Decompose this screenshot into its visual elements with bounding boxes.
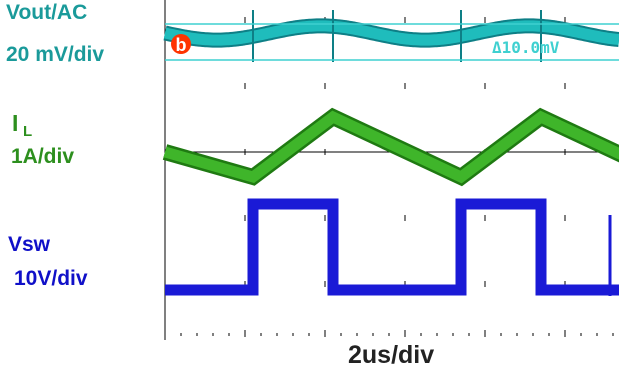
inductor-current-subscript: L (23, 123, 33, 140)
inductor-current-trace (163, 110, 619, 184)
vout-trace (161, 20, 619, 46)
switch-voltage-trace (165, 198, 619, 296)
cursor-delta-readout: Δ10.0mV (492, 38, 560, 57)
switch-voltage-scale-label: 10V/div (14, 267, 88, 290)
channel-marker (171, 34, 191, 54)
vout-channel-label: Vout/AC (6, 1, 88, 24)
time-scale-label: 2us/div (348, 341, 435, 369)
channel-marker-label: b (176, 35, 187, 55)
inductor-current-label: I (12, 110, 19, 136)
switch-voltage-label: Vsw (8, 233, 51, 256)
cursor-overlays: b Δ10.0mV (165, 23, 619, 61)
vout-scale-label: 20 mV/div (6, 43, 105, 66)
traces (159, 10, 619, 296)
inductor-current-scale-label: 1A/div (11, 145, 75, 168)
